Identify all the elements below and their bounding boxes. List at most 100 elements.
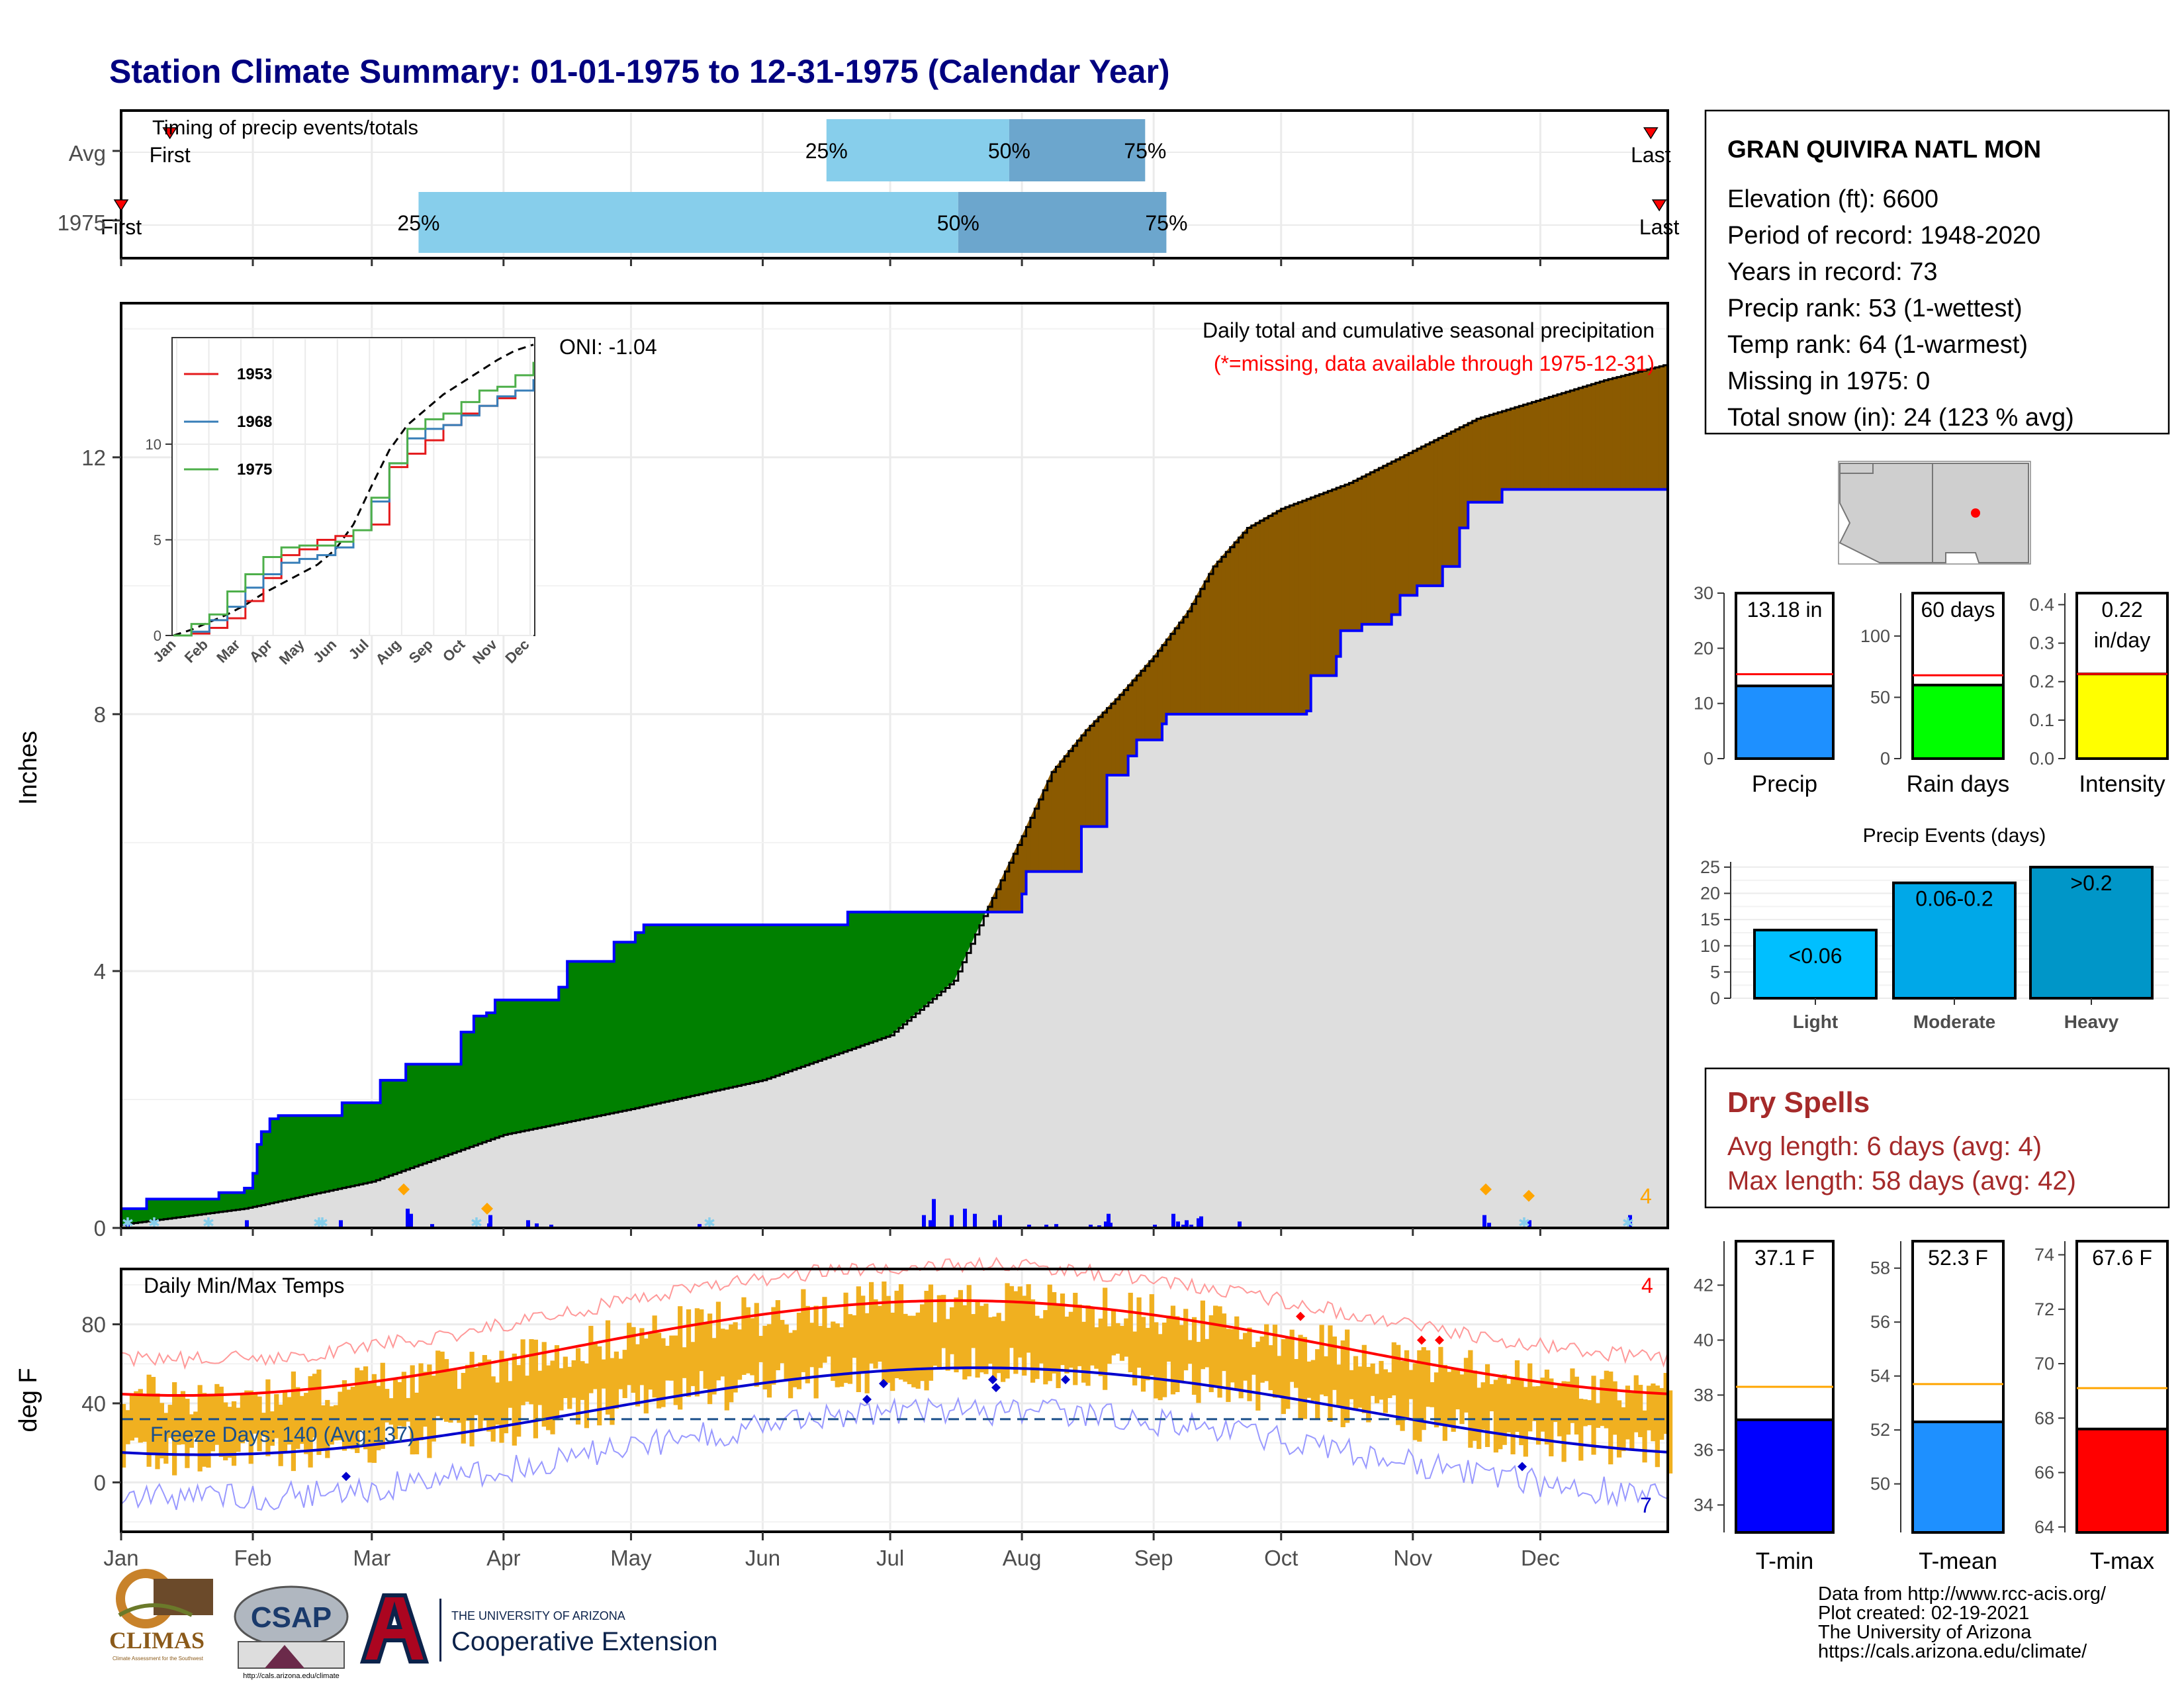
precip-departure-segment <box>864 912 870 1045</box>
bar-panel-value-label: 37.1 F <box>1754 1246 1815 1270</box>
precip-departure-segment <box>856 912 861 1048</box>
temp-daily-bar <box>1608 1371 1614 1465</box>
events-bar-heavy <box>2029 865 2154 1000</box>
temp-daily-bar <box>1149 1294 1154 1376</box>
temp-daily-bar <box>163 1413 169 1464</box>
temp-daily-bar <box>933 1322 938 1366</box>
ua-logo: THE UNIVERSITY OF ARIZONA Cooperative Ex… <box>359 1593 717 1664</box>
precip-daily-bar <box>1199 1216 1203 1228</box>
temp-daily-bar <box>486 1359 492 1432</box>
precip-departure-segment <box>796 924 801 1069</box>
precip-departure-segment <box>1527 401 1532 490</box>
dry-spells-max: Max length: 58 days (avg: 42) <box>1727 1166 2076 1196</box>
bar-panel-y-tick-label: 0.4 <box>2029 594 2054 614</box>
month-axis-label: Apr <box>486 1546 520 1570</box>
precip-departure-segment <box>1217 556 1222 715</box>
temp-daily-bar <box>1540 1378 1545 1432</box>
credit-line-2: Plot created: 02-19-2021 <box>1818 1603 2029 1624</box>
temp-daily-bar <box>414 1392 420 1455</box>
temp-daily-bar <box>1136 1297 1142 1368</box>
precip-departure-segment <box>1225 546 1231 715</box>
precip-departure-segment <box>350 1102 355 1187</box>
temp-daily-bar <box>1179 1325 1184 1382</box>
temp-daily-bar <box>673 1335 678 1405</box>
events-bar-label: 0.06-0.2 <box>1915 887 1993 911</box>
precip-daily-bar <box>1054 1224 1058 1228</box>
precip-departure-segment <box>835 924 840 1055</box>
temp-daily-bar <box>334 1405 339 1441</box>
temp-daily-bar <box>1140 1317 1146 1392</box>
precip-departure-segment <box>184 1198 190 1217</box>
precip-departure-segment <box>563 986 568 1123</box>
map-new-mexico-shape <box>1932 463 2029 563</box>
credit-line-3: The University of Arizona <box>1818 1622 2032 1643</box>
temp-daily-bar <box>1073 1292 1078 1385</box>
temp-daily-bar <box>928 1284 934 1381</box>
month-axis-label: Feb <box>234 1546 272 1570</box>
footer: CLIMAS Climate Assessment for the Southw… <box>109 1569 2107 1680</box>
precip-departure-segment <box>635 932 640 1109</box>
precip-departure-segment <box>1128 679 1133 757</box>
precip-daily-bar <box>1104 1221 1108 1228</box>
precip-departure-segment <box>1179 616 1184 715</box>
precip-departure-segment <box>1506 408 1511 490</box>
temp-daily-bar <box>295 1387 300 1449</box>
precip-departure-segment <box>809 924 814 1064</box>
temp-daily-bar <box>439 1351 445 1420</box>
precip-departure-segment <box>800 924 806 1068</box>
timing-bar-q50-q75 <box>958 192 1167 253</box>
timing-q75-label: 75% <box>1124 139 1166 163</box>
temp-daily-bar <box>1315 1349 1320 1420</box>
precip-departure-segment <box>775 924 780 1076</box>
temp-daily-bar <box>380 1362 385 1449</box>
precip-departure-segment <box>1472 418 1477 503</box>
precip-daily-bar <box>1027 1225 1031 1228</box>
precip-departure-segment <box>452 1064 457 1154</box>
temp-daily-bar <box>1463 1358 1469 1413</box>
timing-bars: 25% 50% 75% First Last 25% 50% 75% First Last <box>101 119 1680 253</box>
temp-daily-bar <box>1268 1345 1273 1391</box>
temp-daily-bar <box>754 1303 759 1387</box>
temp-daily-bar <box>592 1342 598 1389</box>
temp-daily-bar <box>516 1365 522 1437</box>
timing-first-marker <box>113 199 129 212</box>
precip-departure-segment <box>1246 525 1252 715</box>
precip-departure-segment <box>550 1000 555 1126</box>
precip-departure-segment <box>1612 377 1617 490</box>
temp-daily-bar <box>1047 1284 1052 1382</box>
precip-departure-segment <box>1586 383 1592 490</box>
temp-daily-bar <box>482 1355 487 1421</box>
precip-events-title: Precip Events (days) <box>1863 825 2046 847</box>
temp-normal-max-line <box>120 1299 1668 1397</box>
temp-daily-bar <box>801 1289 806 1372</box>
temp-daily-bar <box>1009 1286 1015 1348</box>
temp-daily-bar <box>826 1327 831 1357</box>
precip-departure-segment <box>784 924 789 1074</box>
precip-departure-segment <box>1191 595 1197 715</box>
bar-panel-y-tick-label: 68 <box>2034 1408 2054 1428</box>
temp-daily-bar <box>894 1290 899 1378</box>
precip-daily-bar <box>998 1215 1002 1228</box>
inset-frame <box>171 337 535 636</box>
precip-departure-segment <box>541 1000 547 1128</box>
precip-departure-segment <box>1204 573 1209 715</box>
temp-daily-bar <box>1633 1375 1639 1432</box>
temp-daily-bar <box>257 1396 262 1452</box>
precip-departure-segment <box>588 961 594 1118</box>
temp-daily-bar <box>261 1413 267 1436</box>
bar-panel-y-tick-label: 58 <box>1870 1258 1890 1278</box>
temp-daily-bar <box>223 1402 228 1461</box>
temp-daily-bar <box>843 1292 848 1383</box>
temp-daily-bar <box>584 1363 590 1429</box>
temp-daily-bar <box>1302 1336 1308 1419</box>
month-axis: Jan Feb Mar Apr May Jun Jul Aug Sep Oct Nov Dec <box>103 1532 1560 1570</box>
temp-daily-bar <box>461 1372 466 1444</box>
temp-daily-bar <box>134 1391 139 1438</box>
precip-departure-segment <box>333 1115 338 1190</box>
temp-daily-bar <box>146 1374 152 1467</box>
precip-departure-segment <box>737 924 742 1086</box>
precip-departure-segment <box>473 1015 478 1146</box>
temp-daily-bar <box>244 1390 250 1441</box>
precip-departure-segment <box>286 1115 292 1200</box>
precip-departure-segment <box>932 912 938 1000</box>
